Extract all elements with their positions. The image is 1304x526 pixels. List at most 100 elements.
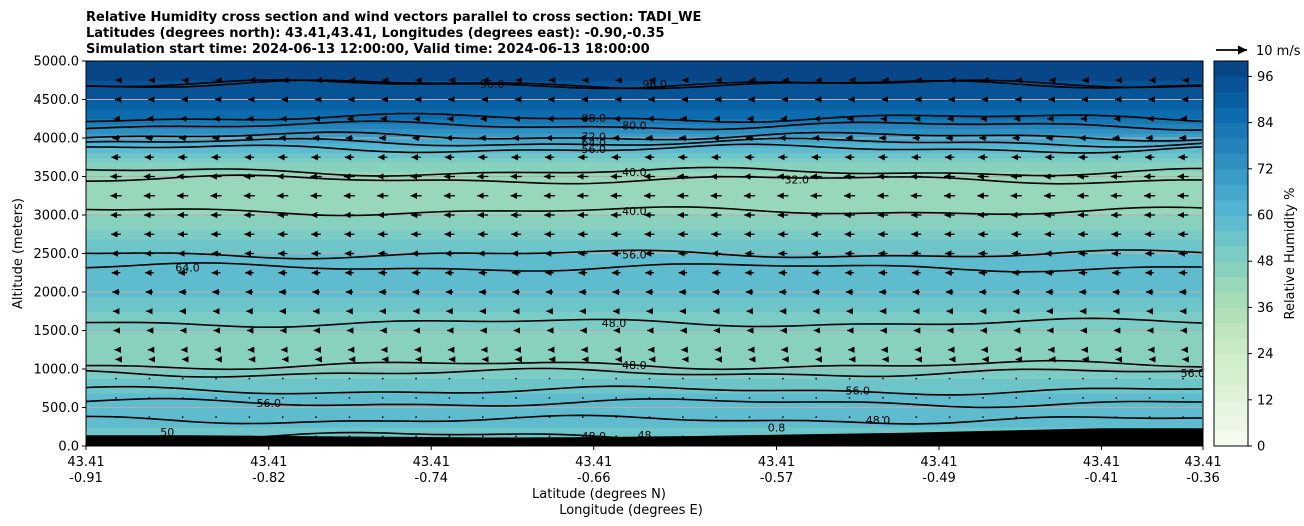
- rh-band: [86, 195, 1203, 202]
- rh-band: [86, 306, 1203, 312]
- wind-vector: [181, 396, 184, 399]
- wind-vector: [1148, 416, 1151, 419]
- colorbar-level: [1214, 184, 1248, 201]
- x-tick-label-lon: -0.82: [252, 471, 286, 486]
- wind-vector: [415, 435, 417, 438]
- contour-label: 0.8: [768, 422, 786, 435]
- colorbar-tick-label: 36: [1257, 301, 1274, 316]
- rh-band: [86, 113, 1203, 120]
- wind-vector: [781, 377, 784, 380]
- rh-band: [86, 162, 1203, 168]
- contour-label: 40.0: [622, 166, 647, 179]
- rh-band: [86, 369, 1203, 375]
- x-tick-label-lat: 43.41: [920, 455, 957, 470]
- x-tick-label-lon: -0.74: [414, 471, 448, 486]
- wind-vector: [748, 416, 751, 419]
- wind-vector: [215, 396, 217, 399]
- wind-vector: [648, 416, 651, 419]
- contour-line: [86, 143, 1203, 154]
- contour-label: 56.0: [845, 385, 870, 398]
- contour-line: [86, 414, 1203, 425]
- wind-vector: [515, 377, 518, 380]
- wind-vector: [715, 377, 718, 380]
- contour-line: [86, 120, 1202, 131]
- wind-legend-label: 10 m/s: [1256, 44, 1301, 59]
- x-tick-label-lon: -0.36: [1186, 471, 1220, 486]
- rh-band: [86, 157, 1203, 163]
- wind-vector: [548, 377, 551, 380]
- wind-vector: [615, 396, 618, 399]
- rh-band: [86, 316, 1203, 322]
- colorbar-tick-label: 60: [1257, 209, 1274, 224]
- wind-vector: [148, 396, 151, 399]
- contour-label: 64.0: [175, 261, 200, 274]
- rh-band: [86, 364, 1203, 370]
- wind-vector: [581, 435, 584, 438]
- contour-label: 48.0: [622, 359, 647, 372]
- rh-band: [86, 123, 1203, 129]
- x-tick-label-lat: 43.41: [1083, 455, 1120, 470]
- wind-vector: [515, 416, 518, 419]
- rh-band: [86, 133, 1203, 139]
- rh-band: [86, 393, 1203, 399]
- rh-band: [86, 378, 1203, 385]
- rh-band: [86, 421, 1203, 428]
- rh-band: [86, 128, 1203, 134]
- wind-vector: [448, 377, 451, 380]
- wind-vector: [315, 377, 317, 380]
- wind-vector: [481, 416, 484, 419]
- wind-vector: [581, 416, 584, 419]
- wind-vector: [681, 396, 684, 399]
- rh-band: [86, 243, 1203, 250]
- wind-vector: [548, 416, 551, 419]
- wind-vector: [1148, 377, 1151, 380]
- contour-label: 80.0: [622, 120, 647, 133]
- colorbar-tick-label: 96: [1257, 70, 1274, 85]
- wind-vector: [1115, 377, 1118, 380]
- contour-line: [86, 385, 1203, 396]
- wind-vector: [515, 435, 518, 438]
- wind-vector: [882, 396, 884, 399]
- wind-vector: [115, 377, 117, 380]
- contour-label: 48.0: [581, 430, 606, 443]
- contour-line: [86, 137, 1203, 148]
- colorbar-level: [1214, 415, 1248, 432]
- colorbar-level: [1214, 168, 1248, 185]
- rh-band: [86, 344, 1203, 351]
- rh-band: [86, 253, 1203, 259]
- contour-label: 48: [638, 429, 652, 442]
- wind-vector: [381, 396, 384, 399]
- wind-vector: [1048, 416, 1051, 419]
- y-tick-label: 2500.0: [34, 247, 80, 262]
- rh-band: [86, 267, 1203, 274]
- x-axis-label-lon: Longitude (degrees E): [559, 503, 703, 518]
- rh-band: [86, 335, 1203, 341]
- x-tick-label-lat: 43.41: [575, 455, 612, 470]
- contour-label: 96.0: [480, 78, 505, 91]
- colorbar-level: [1214, 276, 1248, 293]
- wind-vector: [515, 396, 518, 399]
- wind-vector: [548, 396, 551, 399]
- rh-band: [86, 287, 1203, 293]
- rh-band: [86, 412, 1203, 418]
- colorbar-level: [1214, 399, 1248, 416]
- wind-vector: [781, 396, 784, 399]
- wind-vector: [548, 435, 551, 438]
- wind-vector: [848, 396, 851, 399]
- colorbar-level: [1214, 245, 1248, 262]
- colorbar-level: [1214, 261, 1248, 278]
- wind-vector: [415, 377, 417, 380]
- x-tick-label-lat: 43.41: [758, 455, 795, 470]
- wind-vector: [248, 416, 251, 419]
- wind-vector: [915, 416, 918, 419]
- wind-vector: [248, 377, 251, 380]
- rh-band: [86, 277, 1203, 283]
- wind-vector: [581, 396, 584, 399]
- contour-labels: 88.080.072.064.056.040.040.056.048.048.0…: [160, 78, 1203, 443]
- colorbar-level: [1214, 322, 1248, 339]
- rh-band: [86, 359, 1203, 365]
- y-tick-label: 3500.0: [34, 170, 80, 185]
- rh-band: [86, 272, 1203, 279]
- wind-vector: [1015, 377, 1018, 380]
- rh-band: [86, 94, 1203, 101]
